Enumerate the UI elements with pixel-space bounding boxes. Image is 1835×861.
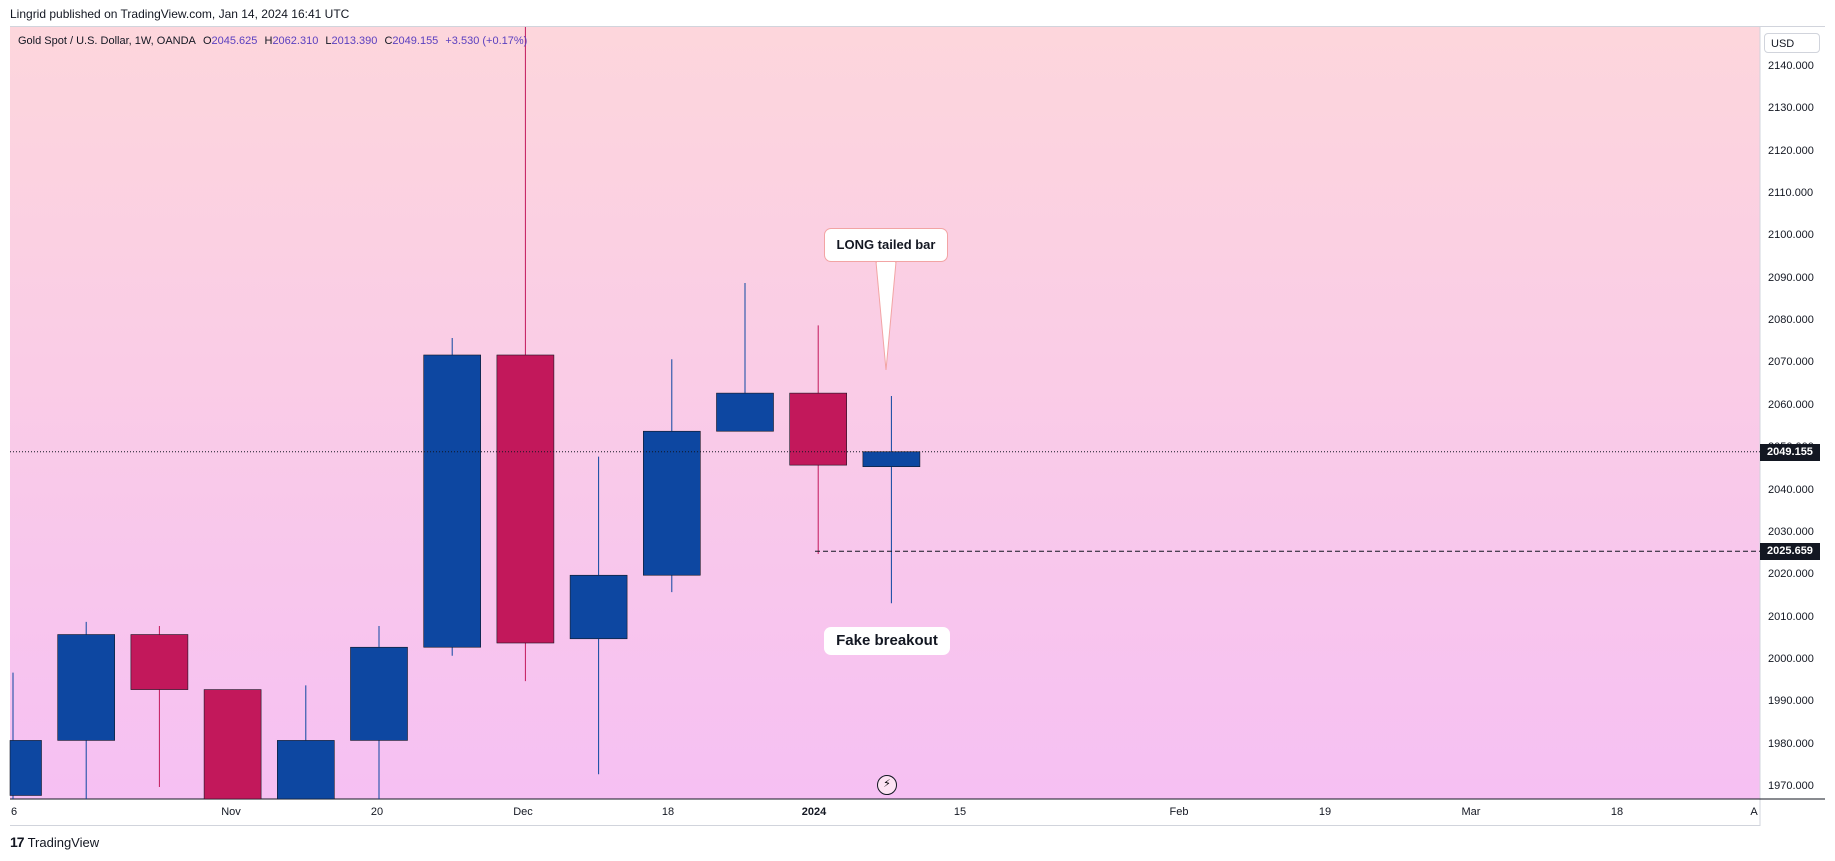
price-axis-tick: 2090.000: [1768, 271, 1814, 284]
price-axis-tick: 2000.000: [1768, 652, 1814, 665]
price-axis-tick: 2140.000: [1768, 60, 1814, 72]
candle-body: [130, 634, 189, 690]
price-axis-tick: 2060.000: [1768, 398, 1814, 411]
fake-breakout-annotation[interactable]: Fake breakout: [824, 627, 950, 655]
time-axis-tick: 2024: [801, 806, 827, 818]
legend-close: C2049.155: [384, 35, 439, 47]
price-axis-background: [1760, 27, 1825, 826]
price-axis-tick: 2130.000: [1768, 102, 1814, 115]
candle-body: [862, 451, 921, 468]
legend-change: +3.530 (+0.17%): [445, 35, 528, 47]
price-axis-tick: 2020.000: [1768, 568, 1814, 581]
price-axis-tick: 2080.000: [1768, 314, 1814, 327]
time-axis-tick: 6: [10, 806, 18, 818]
price-axis-tick: 2120.000: [1768, 144, 1814, 157]
time-axis-tick: 18: [661, 806, 675, 818]
candle-body: [276, 740, 335, 800]
time-axis-tick: 18: [1610, 806, 1624, 818]
price-axis-tick: 2040.000: [1768, 483, 1814, 496]
currency-selector[interactable]: USD: [1764, 33, 1820, 53]
time-axis-tick: Nov: [221, 806, 241, 818]
candle-body: [789, 392, 848, 466]
tradingview-logo[interactable]: 17 TradingView: [10, 834, 99, 850]
legend-high: H2062.310: [264, 35, 319, 47]
tradingview-logo-icon: 17: [10, 834, 25, 850]
candle-body: [716, 392, 774, 432]
candle-body: [203, 689, 262, 800]
price-axis-tick: 1980.000: [1768, 737, 1814, 750]
price-axis-tick: 1970.000: [1768, 780, 1814, 792]
candle-body: [423, 354, 482, 648]
tradingview-brand: TradingView: [27, 834, 100, 850]
publisher-line: Lingrid published on TradingView.com, Ja…: [10, 7, 350, 21]
legend-open: O2045.625: [202, 35, 258, 47]
price-axis-tick: 2110.000: [1768, 187, 1814, 200]
candle-body: [642, 430, 701, 576]
time-axis-tick: 15: [953, 806, 967, 818]
time-axis-tick: Mar: [1461, 806, 1481, 818]
price-axis-tick: 2070.000: [1768, 356, 1814, 369]
time-axis-tick: A: [1750, 806, 1758, 818]
time-axis-tick: Feb: [1169, 806, 1189, 818]
price-axis-tick: 2030.000: [1768, 525, 1814, 538]
legend-low: L2013.390: [325, 35, 378, 47]
lightning-bolt-icon[interactable]: ⚡: [877, 775, 897, 795]
candle-body: [569, 574, 628, 640]
long-tail-annotation[interactable]: LONG tailed bar: [824, 228, 948, 262]
legend-symbol: Gold Spot / U.S. Dollar, 1W, OANDA: [18, 35, 196, 47]
price-tag: 2025.659: [1760, 543, 1820, 561]
candle-body: [9, 740, 42, 796]
candle-body: [350, 646, 408, 741]
candle-body: [496, 354, 555, 644]
candle-body: [57, 634, 116, 741]
chart-frame: [10, 26, 1825, 826]
price-tag: 2049.155: [1760, 443, 1820, 461]
price-axis-tick: 2100.000: [1768, 229, 1814, 242]
time-axis-tick: 19: [1318, 806, 1332, 818]
time-axis-tick: Dec: [513, 806, 533, 818]
chart-background: [10, 27, 1760, 799]
symbol-legend: Gold Spot / U.S. Dollar, 1W, OANDA O2045…: [18, 35, 531, 47]
price-axis-tick: 1990.000: [1768, 695, 1814, 708]
price-axis-tick: 2010.000: [1768, 610, 1814, 623]
time-axis-tick: 20: [370, 806, 384, 818]
